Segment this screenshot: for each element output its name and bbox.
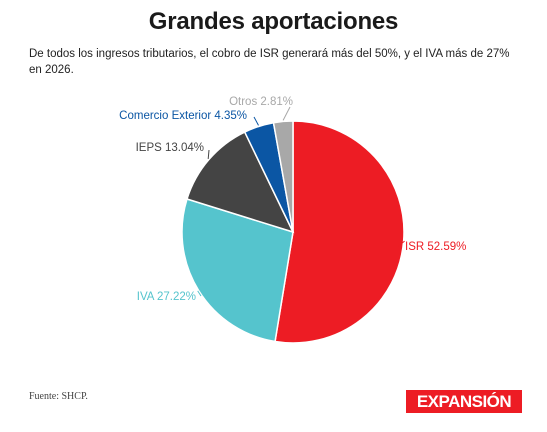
pie-slice-isr (274, 120, 405, 344)
leader-line-iva (197, 290, 202, 297)
source-note: Fuente: SHCP. (29, 391, 88, 402)
leader-line-comercio-exterior (253, 116, 259, 126)
slice-label-otros: Otros 2.81% (229, 96, 293, 108)
pie-slice-otros (272, 120, 294, 233)
expansion-logo: EXPANSIÓN (406, 390, 522, 413)
slice-label-ieps: IEPS 13.04% (136, 142, 204, 154)
leader-line-otros (282, 106, 291, 121)
slice-label-iva: IVA 27.22% (137, 291, 196, 303)
pie-slice-ieps (186, 131, 295, 234)
chart-subtitle: De todos los ingresos tributarios, el co… (29, 48, 510, 76)
leader-line-ieps (207, 149, 210, 159)
slice-label-isr: ISR 52.59% (405, 241, 466, 253)
chart-title: Grandes aportaciones (148, 8, 399, 35)
leader-line-isr (396, 240, 405, 248)
slice-label-comercio-exterior: Comercio Exterior 4.35% (119, 110, 247, 122)
pie-slice-iva (181, 198, 294, 343)
